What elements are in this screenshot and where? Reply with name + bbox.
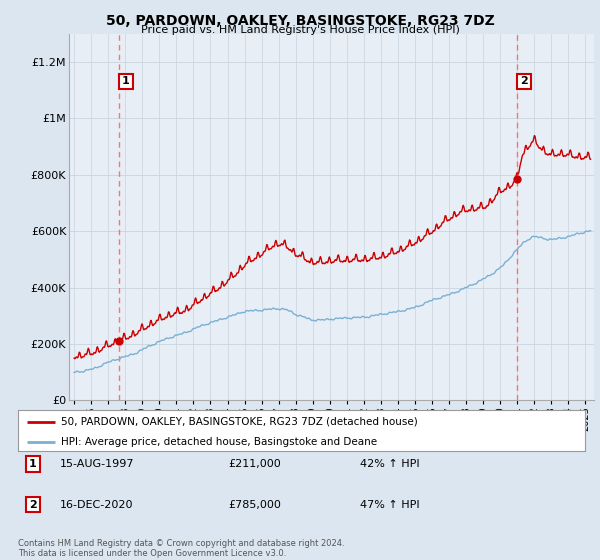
Text: 1: 1 xyxy=(122,76,130,86)
Text: 42% ↑ HPI: 42% ↑ HPI xyxy=(360,459,419,469)
Text: Contains HM Land Registry data © Crown copyright and database right 2024.
This d: Contains HM Land Registry data © Crown c… xyxy=(18,539,344,558)
Text: 2: 2 xyxy=(520,76,528,86)
Text: 50, PARDOWN, OAKLEY, BASINGSTOKE, RG23 7DZ: 50, PARDOWN, OAKLEY, BASINGSTOKE, RG23 7… xyxy=(106,14,494,28)
Text: 50, PARDOWN, OAKLEY, BASINGSTOKE, RG23 7DZ (detached house): 50, PARDOWN, OAKLEY, BASINGSTOKE, RG23 7… xyxy=(61,417,417,427)
Text: 1: 1 xyxy=(29,459,37,469)
Text: 16-DEC-2020: 16-DEC-2020 xyxy=(60,500,133,510)
Text: 15-AUG-1997: 15-AUG-1997 xyxy=(60,459,134,469)
Text: HPI: Average price, detached house, Basingstoke and Deane: HPI: Average price, detached house, Basi… xyxy=(61,437,377,447)
Text: 2: 2 xyxy=(29,500,37,510)
Text: £785,000: £785,000 xyxy=(228,500,281,510)
Text: 47% ↑ HPI: 47% ↑ HPI xyxy=(360,500,419,510)
Text: £211,000: £211,000 xyxy=(228,459,281,469)
Text: Price paid vs. HM Land Registry's House Price Index (HPI): Price paid vs. HM Land Registry's House … xyxy=(140,25,460,35)
